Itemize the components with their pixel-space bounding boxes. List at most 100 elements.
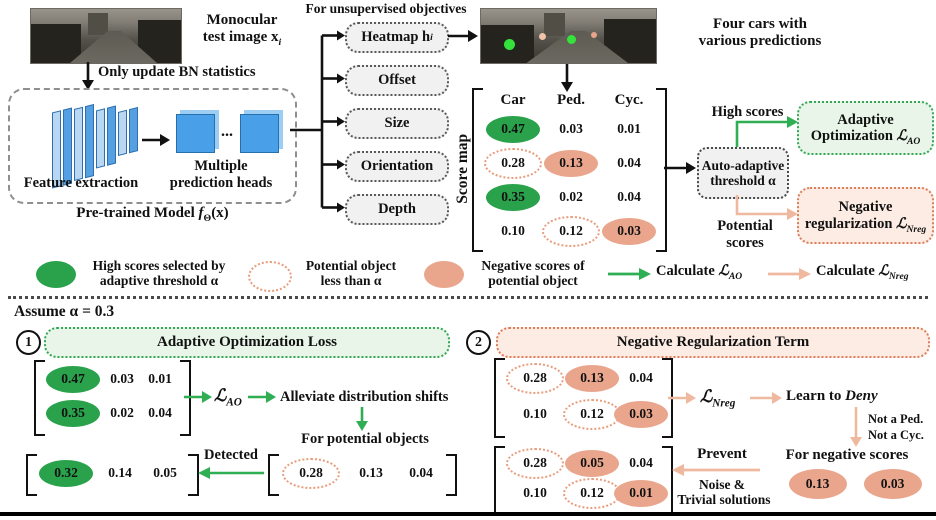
panel2-number: 2: [466, 330, 491, 355]
score-cell: 0.10: [523, 485, 547, 500]
arrow-down-for-negative: [850, 407, 862, 447]
panel1-title-box: Adaptive Optimization Loss: [44, 327, 450, 358]
score-cell: 0.47: [486, 115, 540, 143]
negative-regularization-box: Negative regularization ℒNreg: [797, 187, 934, 244]
p2-matrix-top: 0.28 0.13 0.04 0.10 0.12 0.03: [506, 360, 668, 432]
arrow-down-for-potential: [356, 407, 368, 431]
score-cell: 0.12: [563, 398, 621, 430]
prediction-heads-label: Multiple prediction heads: [169, 158, 273, 191]
legend-negative-swatch: [424, 261, 464, 288]
score-cell: 0.14: [108, 465, 132, 480]
legend-high-text: High scores selected by adaptive threshol…: [92, 258, 226, 289]
score-cell: 0.28: [506, 447, 564, 479]
detection-dot-faint-1: [538, 32, 546, 40]
p1-potential-bracket-right: [446, 454, 457, 496]
p2-learn-to-deny-label: Learn to Deny: [786, 388, 878, 404]
predictions-label: Four cars with various predictions: [698, 16, 822, 50]
arrow-high-scores: [735, 116, 798, 147]
score-cell: 0.04: [629, 370, 653, 385]
score-cell: 0.47: [46, 365, 100, 393]
p1-alleviate-label: Alleviate distribution shifts: [280, 389, 449, 405]
score-cell: 0.03: [863, 469, 922, 499]
score-col-cyc: Cyc.: [614, 92, 644, 109]
p2-matrix-bottom: 0.28 0.05 0.04 0.10 0.12 0.01: [506, 447, 668, 509]
p2-noise-label-line1: Noise &: [698, 477, 746, 492]
section-divider: [8, 296, 928, 299]
panel1-number: 1: [16, 330, 41, 355]
score-cell: 0.35: [46, 399, 100, 427]
heads-ellipsis: ...: [221, 123, 233, 140]
p1-lao-label: ℒAO: [214, 386, 242, 409]
unsupervised-objectives-title: For unsupervised objectives: [305, 1, 467, 16]
score-cell: 0.01: [148, 371, 172, 386]
score-cell: 0.03: [110, 371, 134, 386]
score-cell: 0.04: [617, 189, 641, 204]
detection-dot-green-2: [566, 34, 576, 44]
prediction-head-square-2: [240, 114, 279, 153]
score-cell: 0.03: [559, 121, 583, 136]
building-silhouette: [544, 13, 565, 36]
score-cell: 0.12: [563, 477, 621, 509]
arrow-p1-matrix-to-lao: [184, 391, 212, 403]
arrow-p2-matrix-to-lnreg: [668, 392, 696, 404]
prediction-head-square-1: [176, 114, 215, 153]
arrow-lao-to-alleviate: [248, 391, 276, 403]
score-cell: 0.10: [523, 406, 547, 421]
score-cell: 0.03: [602, 217, 656, 245]
score-cell: 0.13: [788, 469, 847, 499]
score-cell: 0.13: [359, 465, 383, 480]
p2-not-cyc-label: Not a Cyc.: [868, 428, 924, 442]
cnn-layer: [129, 107, 138, 154]
branch-connector: [290, 30, 345, 213]
p2-prevent-label: Prevent: [697, 446, 747, 462]
score-cell: 0.28: [484, 147, 542, 179]
arrow-down-heatmap: [561, 64, 573, 92]
score-cell: 0.05: [153, 465, 177, 480]
arrow-lnreg-to-learn: [750, 392, 782, 404]
legend-calc-ao: Calculate ℒAO: [656, 263, 743, 282]
threshold-box: Auto-adaptive threshold α: [697, 147, 789, 199]
legend-high-swatch: [36, 261, 76, 288]
score-cell: 0.04: [409, 465, 433, 480]
cnn-layer: [85, 103, 94, 179]
input-image-label: Monocular test image xi: [188, 12, 296, 48]
p1-matrix-potential: 0.28 0.13 0.04: [278, 456, 444, 490]
street-photo-heatmap: [480, 8, 657, 64]
street-photo-input: [30, 8, 182, 64]
adaptive-optimization-box: Adaptive Optimization ℒAO: [797, 101, 934, 155]
score-cell: 0.13: [565, 364, 619, 392]
head-box-size: Size: [345, 108, 449, 139]
score-cell: 0.02: [110, 405, 134, 420]
p2-not-ped-label: Not a Ped.: [868, 412, 924, 426]
score-cell: 0.04: [629, 455, 653, 470]
score-cell: 0.13: [544, 149, 598, 177]
score-col-ped: Ped.: [557, 92, 585, 109]
score-cell: 0.01: [614, 479, 668, 507]
score-cell: 0.28: [506, 362, 564, 394]
cnn-layer: [96, 108, 105, 169]
legend-potential-swatch: [248, 261, 292, 292]
score-cell: 0.04: [148, 405, 172, 420]
p1-matrix-detected: 0.32 0.14 0.05: [36, 456, 186, 490]
p1-detected-bracket-left: [26, 454, 37, 496]
tree-silhouette-left: [31, 24, 81, 63]
score-col-car: Car: [500, 92, 526, 109]
p1-detected-label: Detected: [204, 447, 258, 463]
score-cell: 0.03: [614, 400, 668, 428]
arrow-heatmap-to-image: [448, 30, 478, 42]
score-map-bracket-left: [472, 88, 483, 252]
arrow-scoremap-to-threshold: [664, 162, 696, 174]
p1-for-potential-label: For potential objects: [301, 431, 429, 447]
p2-negative-score-ellipses: 0.13 0.03: [780, 468, 930, 500]
score-cell: 0.12: [542, 215, 600, 247]
score-map-bracket-right: [656, 88, 667, 252]
input-image-label-line1: Monocular: [206, 12, 278, 28]
p1-detected-bracket-right: [188, 454, 199, 496]
p2-matrix-bottom-bracket-left: [494, 446, 505, 514]
score-map-table: Car Ped. Cyc. 0.47 0.03 0.01 0.28 0.13 0…: [484, 90, 658, 248]
head-box-depth: Depth: [345, 194, 449, 225]
legend-negative-text: Negative scores of potential object: [481, 258, 585, 289]
arrow-down-input: [82, 62, 94, 90]
